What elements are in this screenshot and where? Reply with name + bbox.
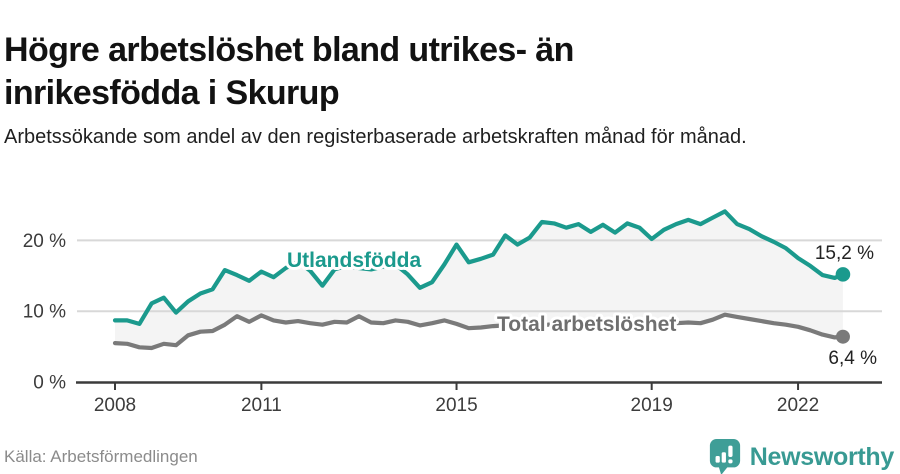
x-axis-tick-labels: 2008 2011 2015 2019 2022 bbox=[94, 395, 819, 416]
end-value-utlandsfodda: 15,2 % bbox=[815, 243, 874, 264]
series-label-total: Total arbetslöshet bbox=[497, 313, 676, 336]
x-tick-label: 2022 bbox=[777, 395, 819, 416]
chart-subtitle: Arbetssökande som andel av den registerb… bbox=[4, 126, 747, 148]
newsworthy-icon bbox=[709, 439, 740, 474]
series-label-utlandsfodda: Utlandsfödda bbox=[287, 249, 421, 272]
page-title: Högre arbetslöshet bland utrikes- än inr… bbox=[4, 30, 574, 112]
y-tick-label: 20 % bbox=[23, 231, 66, 252]
end-value-total: 6,4 % bbox=[828, 348, 877, 369]
y-tick-label: 0 % bbox=[33, 373, 66, 394]
series-line-utlandsfodda bbox=[112, 209, 846, 326]
newsworthy-logo: Newsworthy bbox=[708, 438, 894, 474]
y-tick-label: 10 % bbox=[23, 302, 66, 323]
x-tick-label: 2019 bbox=[631, 395, 673, 416]
source-note: Källa: Arbetsförmedlingen bbox=[4, 447, 198, 466]
x-axis-ticks bbox=[114, 383, 800, 390]
x-tick-label: 2008 bbox=[94, 395, 136, 416]
x-tick-label: 2015 bbox=[435, 395, 477, 416]
end-dot-total bbox=[835, 329, 850, 344]
gridlines bbox=[77, 239, 882, 313]
y-axis-labels: 0 % 10 % 20 % bbox=[23, 231, 66, 394]
area-between-series bbox=[115, 211, 843, 348]
series-line-total bbox=[112, 312, 846, 351]
x-tick-label: 2011 bbox=[241, 395, 282, 416]
newsworthy-wordmark: Newsworthy bbox=[749, 442, 895, 471]
end-dot-utlandsfodda bbox=[835, 267, 851, 282]
